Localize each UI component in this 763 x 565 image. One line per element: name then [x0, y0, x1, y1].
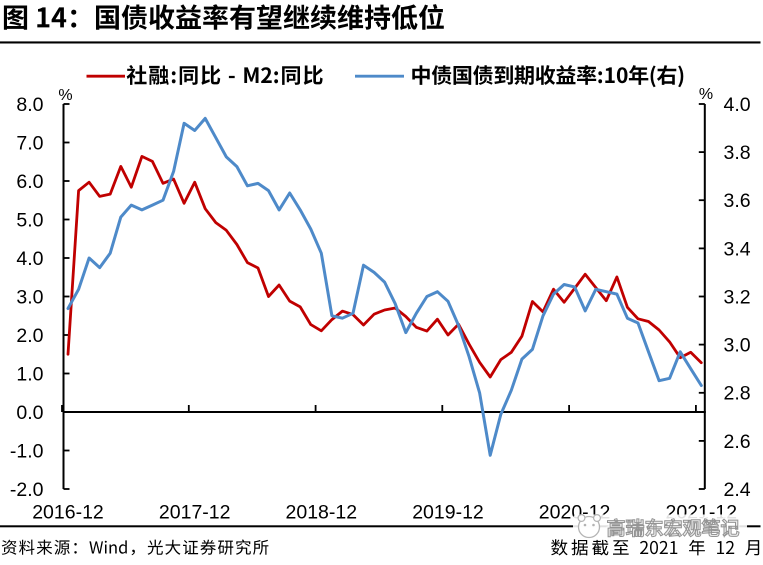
svg-text:3.8: 3.8 [724, 142, 751, 164]
svg-text:3.2: 3.2 [724, 286, 751, 308]
svg-text:3.0: 3.0 [724, 335, 751, 357]
svg-text:2016-12: 2016-12 [32, 502, 104, 524]
svg-text:-2.0: -2.0 [10, 479, 44, 501]
svg-text:1.0: 1.0 [16, 363, 43, 385]
svg-text:2.4: 2.4 [724, 479, 751, 501]
svg-text:0.0: 0.0 [16, 402, 43, 424]
svg-text:%: % [699, 86, 713, 103]
svg-text:2.0: 2.0 [16, 325, 43, 347]
svg-text:3.4: 3.4 [724, 238, 751, 260]
svg-text:2017-12: 2017-12 [159, 502, 231, 524]
svg-text:4.0: 4.0 [724, 94, 751, 116]
svg-text:8.0: 8.0 [16, 94, 43, 116]
svg-text:%: % [58, 87, 72, 104]
svg-text:2.8: 2.8 [724, 383, 751, 405]
svg-text:3.6: 3.6 [724, 190, 751, 212]
svg-text:2018-12: 2018-12 [286, 502, 358, 524]
svg-text:5.0: 5.0 [16, 209, 43, 231]
svg-text:3.0: 3.0 [16, 286, 43, 308]
svg-text:6.0: 6.0 [16, 171, 43, 193]
svg-text:4.0: 4.0 [16, 248, 43, 270]
svg-text:2.6: 2.6 [724, 431, 751, 453]
svg-text:7.0: 7.0 [16, 132, 43, 154]
svg-text:2019-12: 2019-12 [412, 502, 484, 524]
svg-text:-1.0: -1.0 [10, 440, 44, 462]
